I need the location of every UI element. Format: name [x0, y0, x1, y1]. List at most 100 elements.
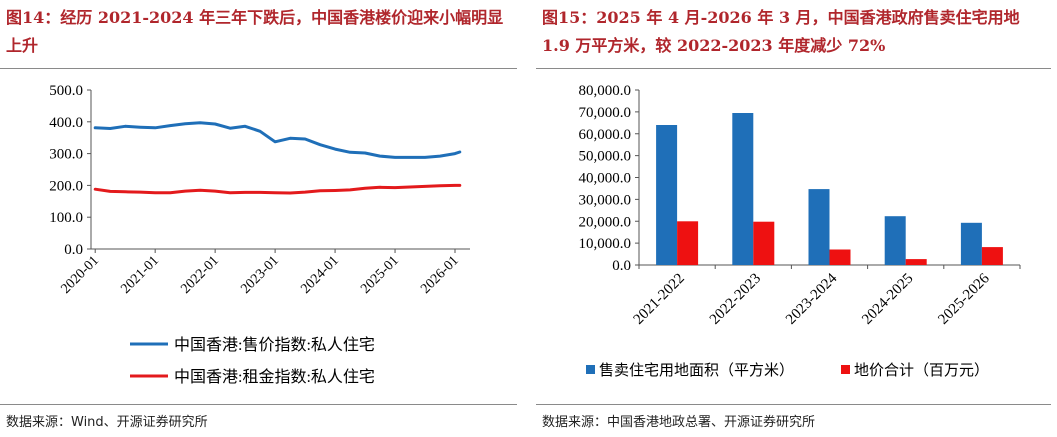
x-tick-label: 2022-01 — [178, 253, 222, 297]
right-source-note: 数据来源：中国香港地政总署、开源证券研究所 — [542, 415, 816, 430]
data-point-s1 — [109, 128, 111, 129]
y-tick-label: 100.0 — [49, 210, 83, 226]
data-point-s2 — [334, 190, 336, 191]
data-point-s2 — [259, 191, 261, 193]
data-point-s2 — [424, 185, 426, 187]
data-point-s1 — [394, 156, 396, 158]
series-line-2 — [93, 183, 462, 195]
bar-s2-2023-2024 — [829, 249, 851, 265]
data-point-s1 — [454, 153, 456, 155]
y-tick-label: 300.0 — [49, 147, 83, 163]
data-point-s2 — [319, 190, 321, 192]
data-point-s1 — [319, 144, 321, 146]
data-point-s1 — [289, 137, 291, 139]
data-point-s2 — [154, 192, 156, 194]
left-source-note: 数据来源：Wind、开源证券研究所 — [6, 415, 208, 430]
legend-swatch-1 — [586, 365, 595, 374]
data-point-s2 — [459, 184, 461, 186]
data-point-s2 — [94, 188, 96, 190]
x-tick-label: 2024-01 — [298, 253, 342, 297]
y-tick-label: 60,000.0 — [579, 127, 632, 143]
x-tick-label: 2021-2022 — [631, 271, 688, 328]
y-tick-label: 30,000.0 — [579, 192, 632, 208]
data-point-s1 — [94, 127, 96, 129]
x-tick-label: 2024-2025 — [859, 271, 916, 328]
bar-s2-2021-2022 — [677, 221, 699, 266]
data-point-s1 — [244, 125, 246, 127]
y-tick-label: 0.0 — [612, 258, 631, 274]
x-tick-label: 2020-01 — [58, 253, 102, 297]
bar-s1-2022-2023 — [732, 113, 754, 265]
data-point-s1 — [199, 122, 201, 124]
right-title-rule — [536, 68, 1051, 69]
data-point-s1 — [364, 152, 366, 154]
bar-s1-2024-2025 — [884, 216, 906, 265]
y-tick-label: 200.0 — [49, 178, 83, 194]
x-tick-label: 2021-01 — [118, 253, 162, 297]
legend-label-2: 地价合计（百万元） — [854, 362, 989, 379]
data-point-s1 — [304, 138, 306, 140]
legend-label-1: 中国香港:售价指数:私人住宅 — [174, 336, 375, 354]
data-point-s2 — [289, 192, 291, 194]
bar-s1-2023-2024 — [808, 189, 830, 265]
data-point-s2 — [304, 191, 306, 193]
left-source-rule — [0, 404, 517, 405]
data-point-s1 — [439, 155, 441, 157]
legend-swatch-2 — [841, 365, 850, 374]
right-source-rule — [536, 404, 1051, 405]
x-tick-label: 2025-2026 — [935, 270, 993, 328]
data-point-s1 — [229, 127, 231, 129]
data-point-s2 — [199, 189, 201, 191]
data-point-s2 — [184, 190, 186, 192]
bar-s2-2025-2026 — [981, 247, 1003, 265]
bar-s2-2024-2025 — [905, 259, 927, 265]
right-figure-title: 图15：2025 年 4 月-2026 年 3 月，中国香港政府售卖住宅用地 1… — [542, 8, 1020, 55]
land-sale-bar-chart: 0.0 10,000.0 20,000.0 30,000.0 40,000.0 50,00… — [579, 83, 1021, 379]
legend-label-2: 中国香港:租金指数:私人住宅 — [174, 368, 375, 386]
x-tick-label: 2026-01 — [418, 253, 462, 297]
left-figure-panel: 图14：经历 2021-2024 年三年下跌后，中国香港楼价迎来小幅明显上升 0… — [0, 0, 523, 437]
data-point-s2 — [124, 191, 126, 193]
data-point-s2 — [169, 192, 171, 194]
y-tick-label: 40,000.0 — [579, 171, 632, 187]
data-point-s2 — [139, 191, 141, 193]
data-point-s1 — [409, 156, 411, 158]
data-point-s2 — [439, 185, 441, 187]
data-point-s1 — [424, 156, 426, 158]
y-tick-label: 70,000.0 — [579, 105, 632, 121]
data-point-s2 — [364, 187, 366, 189]
data-point-s1 — [379, 155, 381, 157]
data-point-s1 — [139, 126, 141, 128]
x-tick-label: 2022-2023 — [707, 271, 764, 328]
left-figure-title: 图14：经历 2021-2024 年三年下跌后，中国香港楼价迎来小幅明显上升 — [6, 8, 504, 55]
y-tick-label: 400.0 — [49, 115, 83, 131]
bar-s2-2022-2023 — [753, 221, 775, 265]
data-point-s2 — [109, 190, 111, 192]
data-point-s2 — [229, 192, 231, 194]
data-point-s2 — [409, 186, 411, 188]
data-point-s1 — [459, 151, 461, 153]
data-point-s2 — [244, 191, 246, 193]
data-point-s1 — [154, 127, 156, 129]
series-line-1 — [93, 121, 462, 159]
data-point-s2 — [214, 190, 216, 192]
x-tick-label: 2023-01 — [238, 253, 282, 297]
data-point-s1 — [349, 151, 351, 153]
data-point-s1 — [274, 141, 276, 143]
y-tick-label: 10,000.0 — [579, 236, 632, 252]
data-point-s1 — [214, 123, 216, 125]
bar-s1-2025-2026 — [960, 222, 982, 265]
data-point-s2 — [454, 184, 456, 186]
data-point-s2 — [379, 186, 381, 188]
left-title-rule — [0, 68, 517, 69]
data-point-s1 — [334, 148, 336, 150]
data-point-s2 — [349, 189, 351, 191]
price-rent-line-chart: 0.0 100.0 200.0 300.0 400.0 500.0 2020-01 2021-… — [49, 83, 470, 386]
x-tick-label: 2025-01 — [358, 253, 402, 297]
y-tick-label: 50,000.0 — [579, 149, 632, 165]
bar-s1-2021-2022 — [656, 125, 678, 265]
x-tick-label: 2023-2024 — [783, 270, 841, 328]
data-point-s2 — [394, 187, 396, 189]
legend-label-1: 售卖住宅用地面积（平方米） — [599, 362, 794, 379]
data-point-s1 — [124, 125, 126, 127]
